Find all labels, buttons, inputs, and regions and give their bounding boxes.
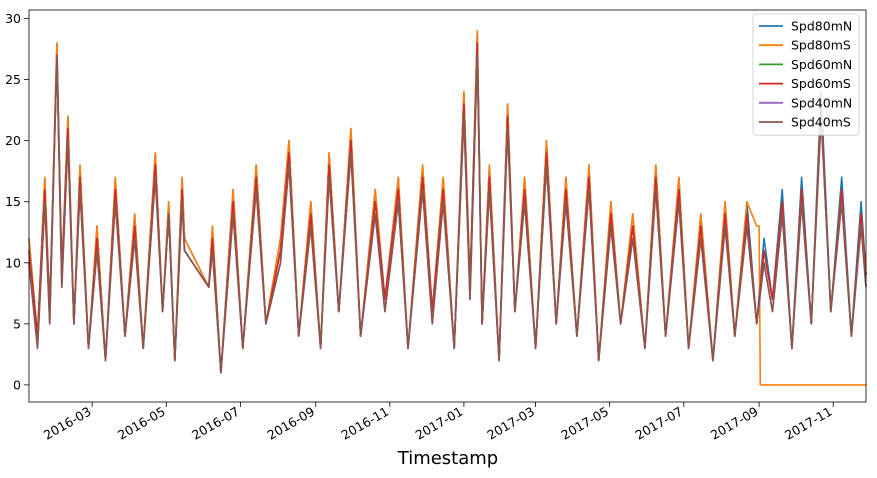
legend-label: Spd40mN — [791, 95, 852, 110]
plot-frame — [28, 9, 867, 403]
y-tick-label: 25 — [5, 72, 21, 87]
series-line-spd40ms — [28, 54, 867, 374]
y-tick-label: 30 — [5, 11, 21, 26]
y-tick-label: 5 — [13, 316, 21, 331]
legend-label: Spd80mN — [791, 19, 852, 34]
legend-label: Spd80mS — [791, 38, 851, 53]
legend: Spd80mN Spd80mS Spd60mN Spd60mS Spd40mN Spd40… — [752, 13, 860, 136]
y-axis: 0 5 10 15 20 25 30 — [5, 11, 29, 392]
legend-label: Spd60mN — [791, 57, 852, 72]
legend-label: Spd40mS — [791, 115, 851, 130]
y-tick-label: 0 — [13, 377, 21, 392]
y-tick-label: 10 — [5, 255, 21, 270]
y-tick-label: 20 — [5, 133, 21, 148]
x-axis-label: Timestamp — [397, 448, 498, 469]
legend-label: Spd60mS — [791, 76, 851, 91]
y-tick-label: 15 — [5, 194, 21, 209]
plot-area — [28, 29, 867, 386]
